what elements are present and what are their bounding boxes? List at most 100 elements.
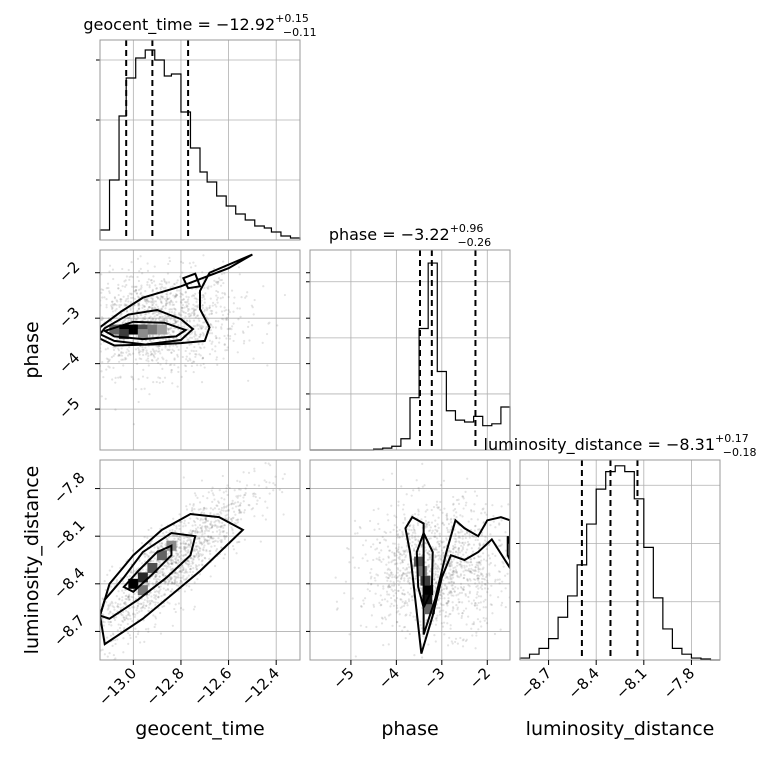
sample-point: [428, 553, 431, 556]
sample-point: [172, 322, 175, 326]
sample-point: [187, 574, 190, 577]
sample-point: [335, 608, 339, 611]
sample-point: [202, 254, 205, 257]
sample-point: [102, 663, 104, 665]
sample-point: [111, 612, 114, 616]
sample-point: [154, 335, 158, 338]
sample-point: [127, 595, 130, 599]
sample-point: [166, 601, 169, 604]
sample-point: [400, 546, 403, 549]
sample-point: [452, 581, 456, 584]
sample-point: [438, 554, 441, 557]
sample-point: [171, 534, 174, 537]
sample-point: [173, 534, 177, 537]
sample-point: [134, 285, 137, 288]
sample-point: [482, 542, 485, 545]
sample-point: [151, 582, 154, 585]
sample-point: [168, 259, 172, 263]
sample-point: [132, 352, 135, 355]
sample-point: [74, 344, 76, 346]
sample-point: [500, 601, 504, 604]
sample-point: [253, 298, 256, 302]
sample-point: [88, 633, 90, 635]
sample-point: [382, 585, 385, 588]
sample-point: [66, 332, 68, 334]
sample-point: [390, 584, 394, 587]
sample-point: [427, 550, 431, 553]
x-tick-label: −5: [329, 664, 357, 692]
sample-point: [149, 339, 152, 342]
sample-point: [192, 360, 196, 363]
sample-point: [412, 524, 415, 527]
sample-point: [155, 574, 158, 577]
sample-point: [210, 526, 214, 529]
sample-point: [448, 562, 451, 565]
sample-point: [175, 580, 179, 584]
sample-point: [154, 623, 157, 626]
sample-point: [211, 309, 214, 313]
sample-point: [187, 549, 190, 552]
title-main: geocent_time = −12.92: [83, 15, 275, 35]
sample-point: [120, 313, 123, 316]
sample-point: [183, 571, 186, 574]
sample-point: [118, 305, 121, 309]
sample-point: [443, 523, 446, 526]
sample-point: [155, 317, 158, 321]
sample-point: [166, 315, 169, 318]
sample-point: [181, 564, 184, 567]
sample-point: [491, 504, 494, 507]
sample-point: [116, 638, 119, 641]
sample-point: [225, 535, 228, 538]
sample-point: [497, 545, 500, 548]
sample-point: [460, 549, 463, 552]
sample-point: [391, 551, 394, 554]
sample-point: [202, 325, 205, 328]
sample-point: [203, 298, 206, 301]
sample-point: [437, 551, 441, 554]
sample-point: [136, 318, 139, 321]
sample-point: [469, 558, 472, 561]
sample-point: [409, 611, 412, 615]
sample-point: [402, 572, 405, 575]
sample-point: [414, 535, 417, 538]
sample-point: [458, 563, 461, 566]
sample-point: [283, 293, 287, 297]
sample-point: [137, 602, 141, 606]
sample-point: [209, 329, 212, 332]
sample-point: [163, 280, 167, 283]
sample-point: [173, 555, 176, 558]
sample-point: [65, 682, 67, 684]
sample-point: [194, 355, 197, 358]
sample-point: [188, 538, 191, 542]
sample-point: [225, 308, 228, 312]
sample-point: [166, 327, 170, 331]
sample-point: [173, 307, 176, 310]
sample-point: [168, 301, 171, 304]
sample-point: [451, 587, 454, 590]
y-tick-label: −8.4: [50, 564, 88, 602]
sample-point: [215, 305, 218, 308]
sample-point: [140, 339, 144, 343]
sample-point: [162, 287, 165, 290]
sample-point: [426, 552, 430, 555]
sample-point: [170, 299, 173, 302]
sample-point: [281, 477, 284, 480]
sample-point: [434, 555, 437, 558]
sample-point: [222, 502, 225, 506]
sample-point: [437, 540, 440, 543]
sample-point: [474, 570, 477, 573]
sample-point: [116, 300, 119, 303]
sample-point: [125, 298, 128, 301]
sample-point: [441, 541, 444, 544]
sample-point: [473, 490, 477, 493]
sample-point: [500, 505, 503, 508]
sample-point: [445, 601, 448, 605]
sample-point: [467, 543, 470, 546]
sample-point: [166, 578, 169, 581]
hist-panel-geocent_time: geocent_time = −12.92+0.15 −0.11: [83, 12, 317, 241]
sample-point: [452, 607, 455, 610]
sample-point: [412, 558, 415, 561]
sample-point: [195, 300, 198, 303]
sample-point: [432, 578, 436, 581]
sample-point: [230, 328, 233, 331]
